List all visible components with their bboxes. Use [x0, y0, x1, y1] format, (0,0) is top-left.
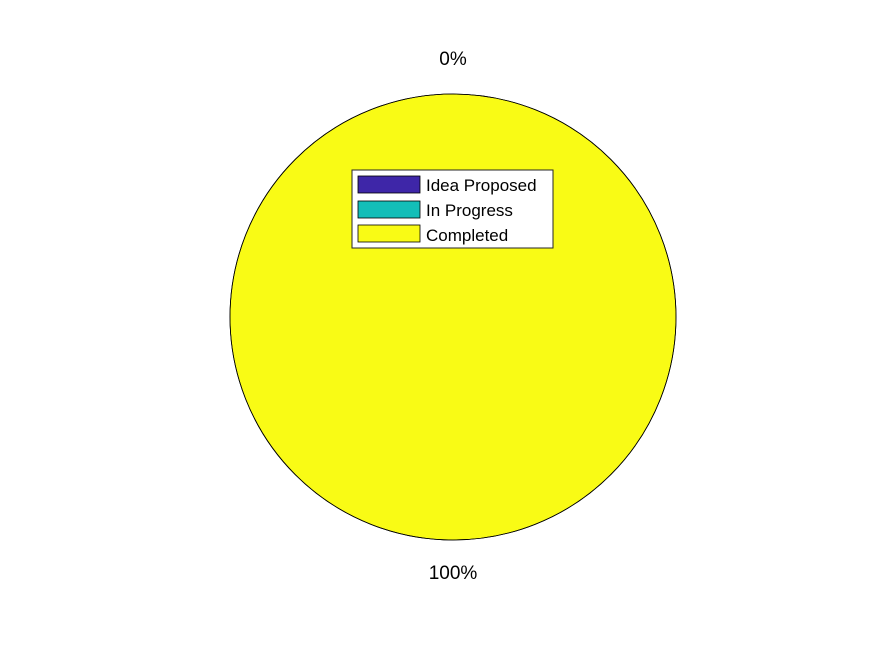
pie-slice-completed	[229, 93, 677, 541]
legend-swatch-completed	[357, 224, 421, 243]
data-label-completed: 100%	[429, 563, 478, 584]
legend-swatch-in-progress	[357, 200, 421, 219]
pie-data-labels: 0% 100%	[429, 49, 478, 584]
legend-label-in-progress: In Progress	[426, 201, 513, 220]
pie-slices	[229, 93, 677, 541]
legend-label-idea-proposed: Idea Proposed	[426, 176, 537, 195]
legend-label-completed: Completed	[426, 226, 508, 245]
data-label-idea-proposed: 0%	[439, 49, 467, 70]
legend: Idea Proposed In Progress Completed	[351, 169, 554, 249]
pie-outline	[229, 93, 677, 541]
legend-swatch-idea-proposed	[357, 175, 421, 194]
